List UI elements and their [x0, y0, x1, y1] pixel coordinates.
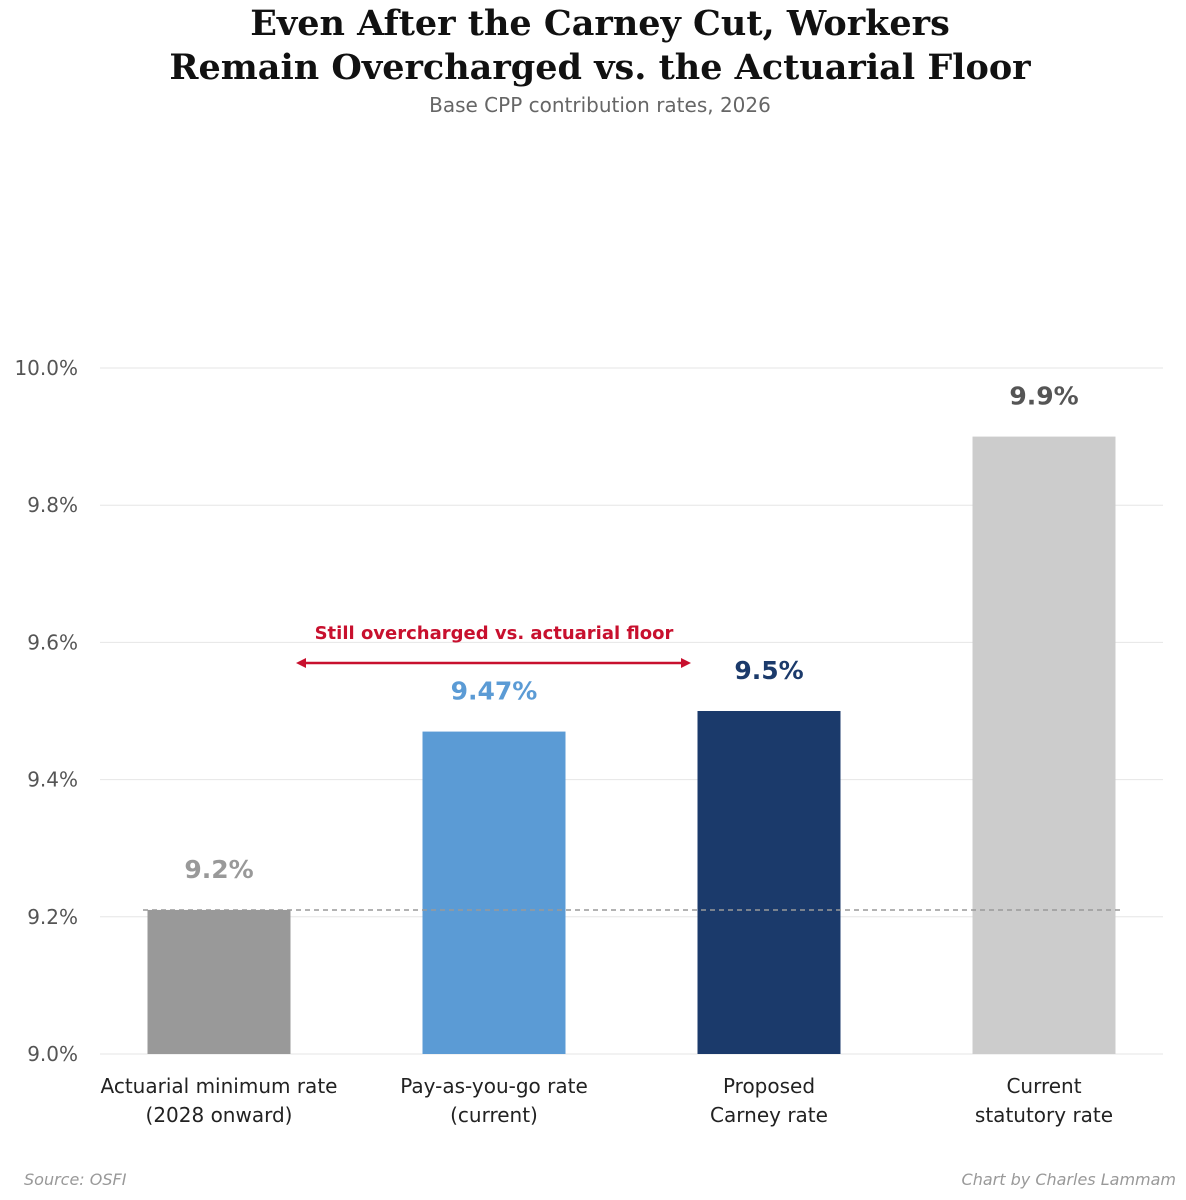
bar — [972, 436, 1116, 1055]
x-tick-label: Actuarial minimum rate — [101, 1074, 338, 1098]
bar — [422, 731, 566, 1054]
data-label: 9.9% — [1009, 382, 1078, 411]
x-tick-label: statutory rate — [975, 1103, 1113, 1127]
arrowhead-left — [296, 657, 306, 668]
chart-credit: Chart by Charles Lammam — [961, 1170, 1176, 1189]
y-tick-label: 9.8% — [27, 493, 78, 517]
bar — [147, 909, 291, 1054]
arrowhead-right — [681, 657, 691, 668]
bar — [697, 711, 841, 1054]
y-tick-label: 9.6% — [27, 630, 78, 654]
data-label: 9.2% — [184, 855, 253, 884]
x-tick-label: (2028 onward) — [146, 1103, 293, 1127]
x-tick-label: Carney rate — [710, 1103, 828, 1127]
y-tick-label: 9.2% — [27, 905, 78, 929]
x-tick-label: Pay-as-you-go rate — [400, 1074, 588, 1098]
y-tick-label: 9.0% — [27, 1042, 78, 1066]
x-tick-label: Current — [1006, 1074, 1081, 1098]
source-note: Source: OSFI — [24, 1170, 127, 1189]
chart-subtitle: Base CPP contribution rates, 2026 — [429, 93, 771, 117]
data-label: 9.47% — [451, 677, 538, 706]
x-tick-label: Proposed — [723, 1074, 815, 1098]
x-tick-label: (current) — [450, 1103, 538, 1127]
chart-title: Even After the Carney Cut, Workers Remai… — [169, 3, 1031, 88]
y-tick-label: 9.4% — [27, 768, 78, 792]
y-tick-label: 10.0% — [14, 356, 78, 380]
annotation-text: Still overcharged vs. actuarial floor — [315, 623, 674, 644]
data-label: 9.5% — [734, 656, 803, 685]
